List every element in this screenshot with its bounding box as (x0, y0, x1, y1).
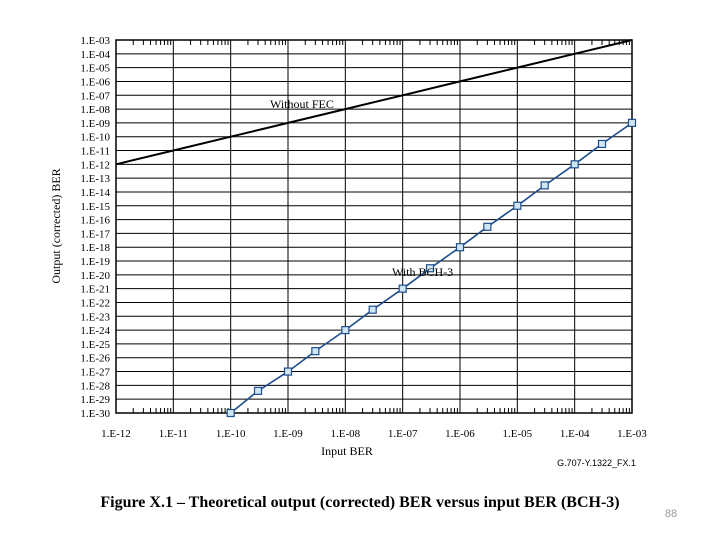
data-point (483, 222, 492, 231)
data-point (398, 284, 407, 293)
figure-caption: Figure X.1 – Theoretical output (correct… (100, 494, 620, 511)
y-tick-label: 1.E-10 (80, 132, 110, 144)
y-tick-label: 1.E-28 (80, 380, 110, 392)
y-tick-label: 1.E-03 (80, 35, 110, 47)
y-tick-label: 1.E-07 (80, 90, 110, 102)
x-tick-labels: 1.E-12 1.E-11 1.E-10 1.E-09 1.E-08 1.E-07 1.E-… (101, 428, 647, 440)
x-tick-label: 1.E-10 (216, 428, 246, 440)
series-group (115, 39, 637, 418)
y-tick-label: 1.E-04 (80, 49, 110, 61)
y-tick-label: 1.E-08 (80, 104, 110, 116)
y-tick-label: 1.E-16 (80, 215, 110, 227)
x-tick-label: 1.E-09 (273, 428, 303, 440)
y-tick-label: 1.E-19 (80, 256, 110, 268)
data-point (283, 367, 293, 376)
data-point (597, 139, 607, 149)
y-tick-label: 1.E-23 (80, 311, 110, 323)
x-tick-label: 1.E-05 (503, 428, 533, 440)
plot-frame (115, 39, 633, 414)
x-tick-label: 1.E-06 (445, 428, 475, 440)
data-point (341, 326, 350, 335)
y-tick-label: 1.E-30 (80, 408, 110, 420)
y-tick-label: 1.E-06 (80, 76, 110, 88)
series-label-without-fec: Without FEC (270, 97, 334, 111)
data-point (570, 160, 579, 169)
y-tick-label: 1.E-11 (81, 146, 110, 158)
x-tick-label: 1.E-08 (331, 428, 361, 440)
x-tick-label: 1.E-04 (560, 428, 590, 440)
data-point (368, 305, 377, 314)
data-point (513, 201, 522, 210)
y-tick-label: 1.E-15 (80, 201, 110, 213)
data-point (540, 181, 549, 190)
data-point (455, 243, 465, 252)
data-point (226, 408, 235, 418)
x-tick-label: 1.E-03 (617, 428, 647, 440)
y-tick-label: 1.E-09 (80, 118, 110, 130)
y-tick-labels: 1.E-03 1.E-04 1.E-051.E-06 1.E-07 1.E-08 1.E-… (80, 35, 110, 420)
y-tick-label: 1.E-25 (80, 339, 110, 351)
x-tick-label: 1.E-11 (159, 428, 188, 440)
x-axis-title: Input BER (321, 444, 373, 458)
y-tick-label: 1.E-17 (80, 228, 110, 240)
series-label-with-bch3: With BCH-3 (392, 265, 453, 279)
data-point (627, 118, 637, 127)
y-tick-label: 1.E-21 (80, 284, 110, 296)
y-tick-label: 1.E-24 (80, 325, 110, 337)
x-tick-label: 1.E-12 (101, 428, 131, 440)
data-point (425, 264, 435, 273)
figure-id: G.707-Y.1322_FX.1 (557, 458, 636, 468)
x-tick-label: 1.E-07 (388, 428, 418, 440)
y-tick-label: 1.E-13 (80, 173, 110, 185)
y-axis-title: Output (corrected) BER (49, 168, 63, 283)
y-tick-label: 1.E-20 (80, 270, 110, 282)
y-tick-label: 1.E-18 (80, 242, 110, 254)
y-tick-label: 1.E-27 (80, 367, 110, 379)
series-line-without-fec (115, 39, 633, 166)
page-number: 88 (664, 508, 678, 520)
y-tick-label: 1.E-05 (80, 63, 110, 75)
grid (115, 39, 633, 414)
y-tick-label: 1.E-29 (80, 394, 110, 406)
y-tick-label: 1.E-26 (80, 353, 110, 365)
y-tick-label: 1.E-12 (80, 159, 110, 171)
data-point (311, 347, 320, 356)
data-point (253, 386, 263, 395)
y-tick-label: 1.E-14 (80, 187, 110, 199)
y-tick-label: 1.E-22 (80, 297, 110, 309)
